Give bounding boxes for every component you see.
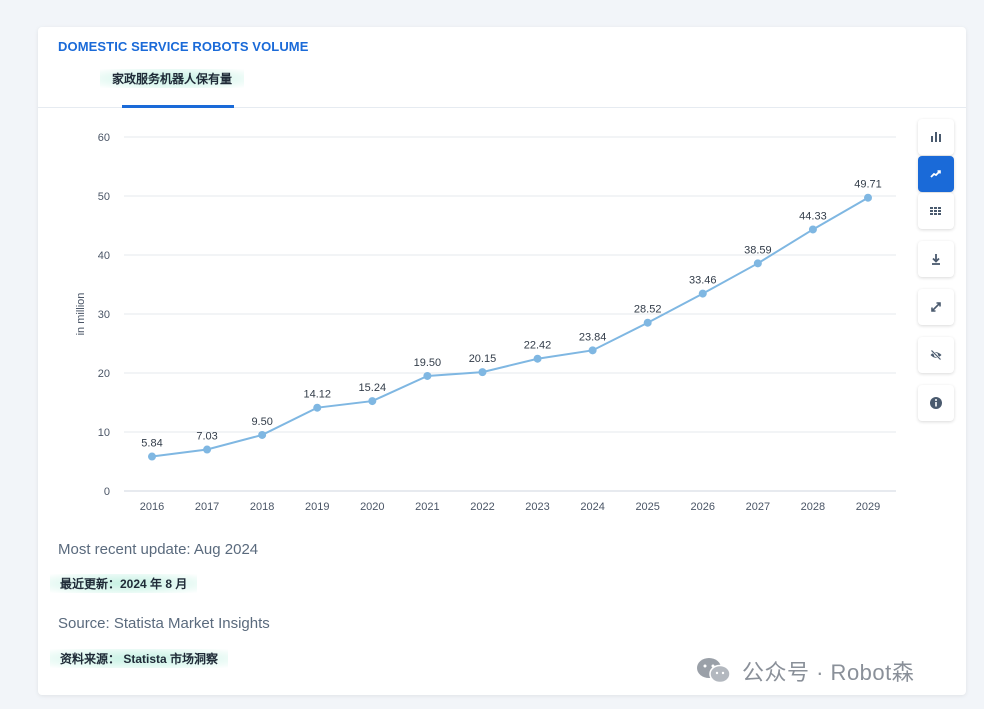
update-note: Most recent update: Aug 2024: [58, 541, 259, 558]
data-label: 20.15: [469, 353, 497, 365]
data-point: [148, 452, 156, 461]
data-label: 5.84: [141, 438, 162, 450]
download-button[interactable]: [918, 241, 954, 277]
data-point: [698, 289, 707, 298]
active-tab-indicator: [122, 105, 234, 108]
x-tick-label: 2025: [635, 501, 659, 513]
info-icon: [930, 397, 942, 409]
x-tick-label: 2019: [305, 501, 329, 513]
line-chart-icon: [930, 170, 941, 178]
data-label: 7.03: [196, 431, 217, 443]
x-tick-label: 2023: [525, 501, 549, 513]
watermark-text: 公众号 · Robot森: [742, 660, 915, 685]
y-axis-label: in million: [75, 293, 87, 336]
data-label: 33.46: [689, 275, 717, 287]
x-tick-label: 2026: [691, 501, 715, 513]
y-tick-label: 60: [98, 132, 110, 144]
data-label: 15.24: [359, 382, 387, 394]
y-tick-label: 20: [98, 368, 110, 380]
download-icon: [932, 254, 940, 265]
data-point: [533, 354, 542, 363]
y-tick-label: 10: [98, 427, 110, 439]
x-tick-label: 2020: [360, 501, 384, 513]
hide-button[interactable]: [918, 337, 954, 373]
table-icon: [930, 207, 941, 215]
x-tick-label: 2016: [140, 501, 164, 513]
bar-chart-button[interactable]: [918, 119, 954, 155]
line-chart-button[interactable]: [918, 156, 954, 192]
data-point: [368, 397, 377, 406]
chart-subtitle-cn: 家政服务机器人保有量: [100, 69, 245, 88]
source-note-cn: 资料来源： Statista 市场洞察: [50, 649, 229, 668]
x-tick-label: 2028: [801, 501, 825, 513]
x-tick-label: 2017: [195, 501, 219, 513]
update-note-cn: 最近更新：2024 年 8 月: [50, 574, 198, 593]
x-tick-label: 2024: [580, 501, 604, 513]
data-point: [313, 403, 322, 412]
info-button[interactable]: [918, 385, 954, 421]
y-tick-label: 0: [104, 486, 110, 498]
data-point: [753, 259, 762, 268]
data-point: [808, 225, 817, 234]
data-label: 9.50: [251, 416, 272, 428]
fullscreen-icon: [931, 302, 941, 312]
data-label: 14.12: [303, 389, 331, 401]
line-chart: 0 10 20 30 40 50 60 in million 2016 2017 2018 2019 2…: [75, 132, 896, 513]
x-tick-label: 2021: [415, 501, 439, 513]
data-label: 38.59: [744, 244, 772, 256]
data-label: 22.42: [524, 340, 552, 352]
series-line: [151, 196, 869, 458]
data-label: 44.33: [799, 210, 827, 222]
data-label: 28.52: [634, 304, 662, 316]
chart-card: DOMESTIC SERVICE ROBOTS VOLUME 家政服务机器人保有…: [38, 27, 966, 695]
data-point: [588, 346, 597, 355]
x-tick-label: 2027: [746, 501, 770, 513]
data-point: [864, 193, 872, 202]
x-tick-label: 2018: [250, 501, 274, 513]
x-tick-label: 2022: [470, 501, 494, 513]
data-point: [478, 368, 487, 377]
data-point: [203, 445, 212, 454]
y-tick-label: 40: [98, 250, 110, 262]
x-tick-label: 2029: [856, 501, 880, 513]
fullscreen-button[interactable]: [918, 289, 954, 325]
chart-title: DOMESTIC SERVICE ROBOTS VOLUME: [58, 39, 309, 54]
data-label: 19.50: [414, 357, 442, 369]
hide-icon: [930, 349, 942, 361]
data-label: 49.71: [854, 179, 882, 191]
data-label: 23.84: [579, 331, 607, 343]
data-point: [643, 318, 652, 327]
table-view-button[interactable]: [918, 193, 954, 229]
card-header: DOMESTIC SERVICE ROBOTS VOLUME 家政服务机器人保有…: [38, 27, 966, 108]
data-point: [423, 371, 432, 380]
y-tick-label: 30: [98, 309, 110, 321]
data-point: [258, 430, 267, 439]
y-tick-label: 50: [98, 191, 110, 203]
bar-chart-icon: [931, 132, 941, 142]
wechat-icon: [697, 658, 731, 684]
source-note[interactable]: Source: Statista Market Insights: [58, 615, 270, 632]
watermark: 公众号 · Robot森: [696, 655, 914, 687]
